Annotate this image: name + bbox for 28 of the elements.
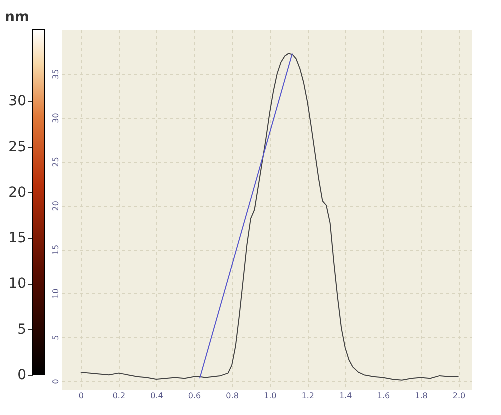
color-bar-label: 25 (8, 139, 26, 156)
y-tick-label: 20 (52, 201, 60, 212)
y-tick-label: 35 (52, 69, 60, 80)
y-tick-label: 5 (52, 335, 60, 340)
x-tick-label: 0.6 (188, 392, 202, 400)
color-bar-label: 0 (18, 368, 26, 384)
x-tick-label: 2.0 (452, 392, 466, 400)
color-bar-label: 5 (18, 322, 26, 338)
x-tick-label: 1.2 (302, 392, 314, 400)
x-tick-label: 0 (78, 392, 84, 400)
color-bar-label: 15 (8, 230, 26, 247)
color-bar-label: 10 (8, 276, 26, 292)
color-bar-title: nm (4, 10, 30, 26)
color-bar-label: 20 (8, 184, 26, 201)
y-tick-label: 0 (52, 379, 60, 384)
x-tick-label: 0.8 (226, 392, 239, 400)
y-tick-label: 25 (52, 157, 60, 168)
y-tick-label: 15 (52, 244, 60, 256)
line-series (80, 53, 460, 381)
x-tick-label: 0.4 (150, 392, 164, 400)
x-tick-label: 1.8 (415, 392, 428, 400)
y-tick-label: 30 (52, 113, 60, 124)
x-tick-label: 1.6 (377, 392, 390, 400)
x-tick-label: 0.2 (112, 392, 126, 400)
color-bar-label: 30 (8, 94, 26, 110)
y-tick-label: 10 (52, 288, 60, 300)
x-tick-label: 1.4 (340, 392, 352, 400)
x-tick-label: 1.0 (264, 392, 277, 400)
